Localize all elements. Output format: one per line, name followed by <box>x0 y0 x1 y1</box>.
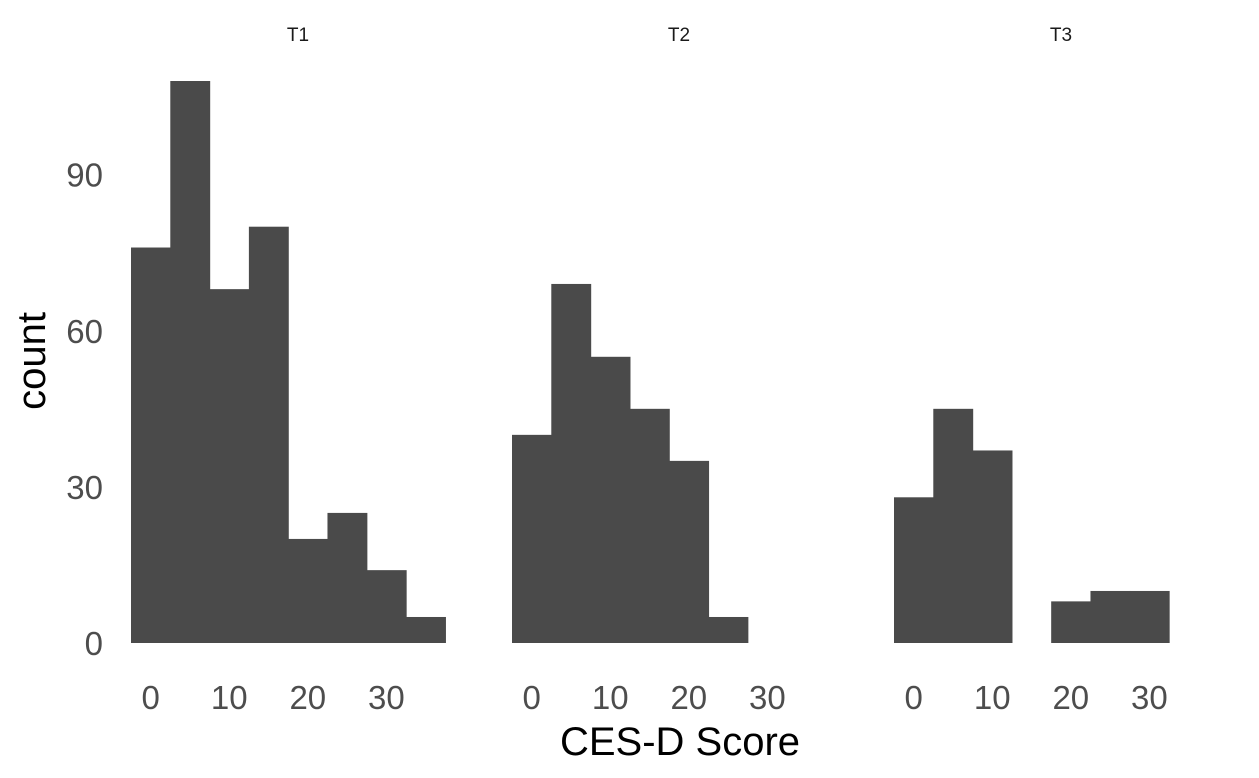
histogram-bar <box>1129 590 1170 643</box>
histogram-bar <box>590 356 631 643</box>
histogram-bar <box>288 538 329 643</box>
histogram-bar <box>629 408 670 643</box>
histogram-bar <box>131 247 171 643</box>
histogram-bar <box>366 570 407 643</box>
y-tick-label: 90 <box>66 157 103 194</box>
x-axis-title: CES-D Score <box>560 720 800 764</box>
x-tick-label: 10 <box>974 679 1011 716</box>
histogram-bar <box>933 408 974 643</box>
x-tick-label: 20 <box>289 679 326 716</box>
histogram-bar <box>327 512 368 643</box>
x-tick-label: 0 <box>522 679 540 716</box>
histogram-bar <box>669 460 710 643</box>
histogram-bar <box>708 616 749 643</box>
histogram-bar <box>170 81 211 643</box>
histogram-bar <box>512 434 552 643</box>
facet-panel-t3: T3 0 10 20 30 <box>894 25 1170 716</box>
x-tick-label: 30 <box>1131 679 1168 716</box>
x-tick-label: 0 <box>141 679 159 716</box>
histogram-bar <box>1051 601 1092 643</box>
facet-strip-label: T1 <box>287 25 309 46</box>
x-tick-label: 20 <box>1052 679 1089 716</box>
histogram-bar <box>209 289 250 643</box>
y-axis-title: count <box>10 312 54 410</box>
histogram-bar <box>248 226 289 643</box>
facet-panel-t2: T2 0 10 20 30 <box>512 25 786 716</box>
facet-panels: T1 0 10 20 30 T2 0 10 20 30 T3 0 10 20 30 <box>131 25 1170 716</box>
histogram-bar <box>1090 590 1131 643</box>
histogram-bar <box>972 450 1013 643</box>
x-tick-label: 10 <box>211 679 248 716</box>
y-axis: 0 30 60 90 <box>66 157 103 662</box>
facet-strip-label: T2 <box>668 25 690 46</box>
facet-panel-t1: T1 0 10 20 30 <box>131 25 446 716</box>
histogram-bar <box>406 616 446 643</box>
x-tick-label: 30 <box>749 679 786 716</box>
y-tick-label: 60 <box>66 313 103 350</box>
histogram-bar <box>894 497 934 643</box>
x-tick-label: 0 <box>904 679 922 716</box>
facet-strip-label: T3 <box>1050 25 1072 46</box>
x-tick-label: 10 <box>592 679 629 716</box>
x-tick-label: 20 <box>670 679 707 716</box>
histogram-bar <box>551 283 592 643</box>
y-tick-label: 0 <box>85 625 103 662</box>
y-tick-label: 30 <box>66 469 103 506</box>
x-tick-label: 30 <box>368 679 405 716</box>
